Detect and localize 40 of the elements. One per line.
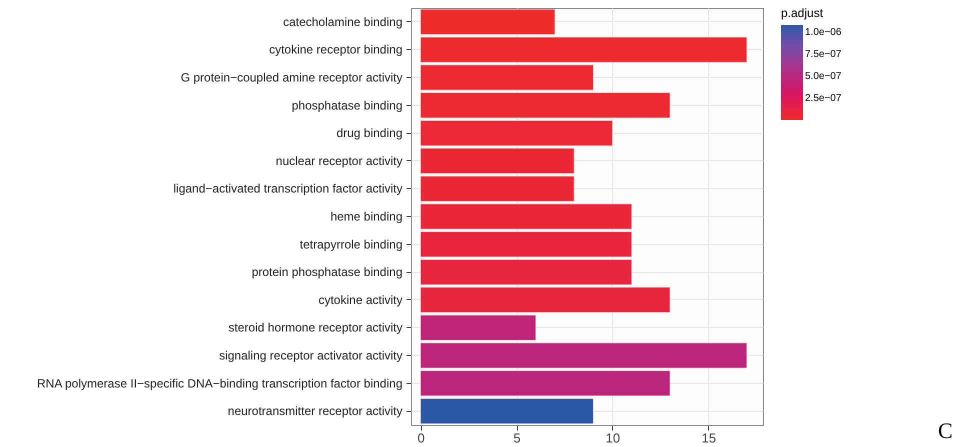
x-tick-label: 0 (417, 430, 425, 446)
color-bar-label: 5.0e−07 (805, 71, 842, 82)
color-bar-label: 7.5e−07 (805, 49, 842, 60)
bar (420, 259, 632, 285)
bar (420, 398, 594, 424)
bar (420, 64, 594, 90)
y-tick-label: signaling receptor activator activity (219, 348, 402, 362)
bar (420, 120, 613, 146)
y-tick-label: tetrapyrrole binding (300, 237, 402, 252)
y-tick-label: neurotransmitter receptor activity (228, 404, 402, 418)
bar (420, 176, 574, 202)
bar (420, 314, 536, 340)
x-tick-label: 10 (606, 430, 620, 446)
bar (420, 370, 670, 396)
x-tick-label: 5 (513, 430, 521, 446)
y-tick-label: RNA polymerase II−specific DNA−binding transcription factor binding (36, 376, 402, 390)
y-tick-label: drug binding (336, 126, 402, 140)
y-tick-label: nuclear receptor activity (276, 154, 402, 168)
bar (420, 92, 670, 118)
bar (420, 9, 556, 35)
bar (420, 287, 670, 313)
y-tick-label: steroid hormone receptor activity (228, 320, 402, 335)
y-tick-label: heme binding (330, 210, 402, 224)
x-tick-label: 15 (702, 430, 716, 446)
color-bar-label: 1.0e−06 (805, 27, 842, 38)
y-tick-label: ligand−activated transcription factor activity (173, 182, 402, 196)
y-tick-label: cytokine receptor binding (269, 42, 402, 57)
text: C (938, 418, 953, 444)
bar (420, 232, 632, 258)
bar (420, 148, 574, 174)
y-tick-label: G protein−coupled amine receptor activity (180, 70, 402, 84)
bar (420, 204, 632, 230)
bar (420, 36, 747, 62)
color-bar-label: 2.5e−07 (805, 93, 842, 104)
bar (420, 342, 747, 368)
y-tick-label: phosphatase binding (292, 98, 402, 112)
y-tick-label: catecholamine binding (283, 14, 402, 29)
y-tick-label: cytokine activity (318, 292, 402, 307)
color-bar-title: p.adjust (781, 6, 824, 20)
y-tick-label: protein phosphatase binding (252, 265, 402, 280)
